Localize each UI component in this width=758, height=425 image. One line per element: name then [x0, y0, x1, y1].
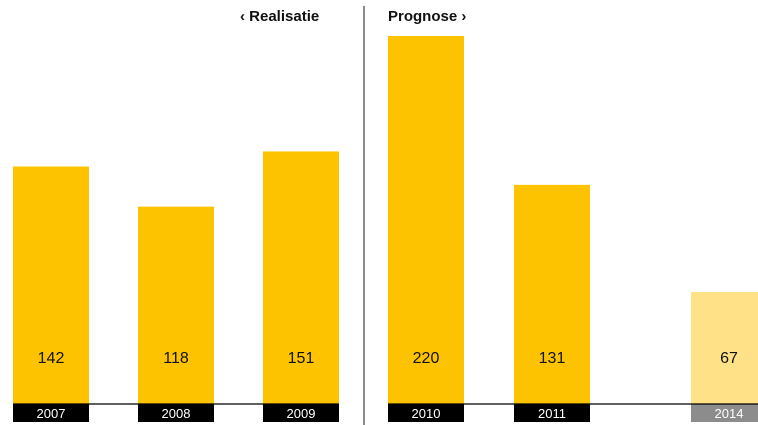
year-label-2008: 2008: [162, 406, 191, 421]
value-label-2009: 151: [288, 350, 315, 367]
year-box-2011: [514, 404, 590, 422]
realisatie-label: ‹ Realisatie: [240, 8, 320, 25]
bar-2007: [13, 166, 89, 404]
year-label-2010: 2010: [412, 406, 441, 421]
year-box-2008: [138, 404, 214, 422]
year-label-2009: 2009: [287, 406, 316, 421]
value-label-2007: 142: [38, 350, 65, 367]
year-box-2007: [13, 404, 89, 422]
bar-2008: [138, 206, 214, 404]
year-box-2014: [691, 404, 758, 422]
year-label-2011: 2011: [538, 406, 566, 421]
bar-2009: [263, 151, 339, 404]
bar-2011: [514, 184, 590, 404]
value-label-2010: 220: [413, 350, 440, 367]
value-label-2008: 118: [163, 350, 189, 367]
value-label-2014: 67: [720, 350, 738, 367]
year-label-2007: 2007: [37, 406, 66, 421]
year-box-2009: [263, 404, 339, 422]
year-label-2014: 2014: [715, 406, 744, 421]
prognose-label: Prognose ›: [388, 8, 467, 25]
bar-2010: [388, 36, 464, 404]
bar-2014: [691, 291, 758, 404]
value-label-2011: 131: [539, 350, 566, 367]
year-box-2010: [388, 404, 464, 422]
